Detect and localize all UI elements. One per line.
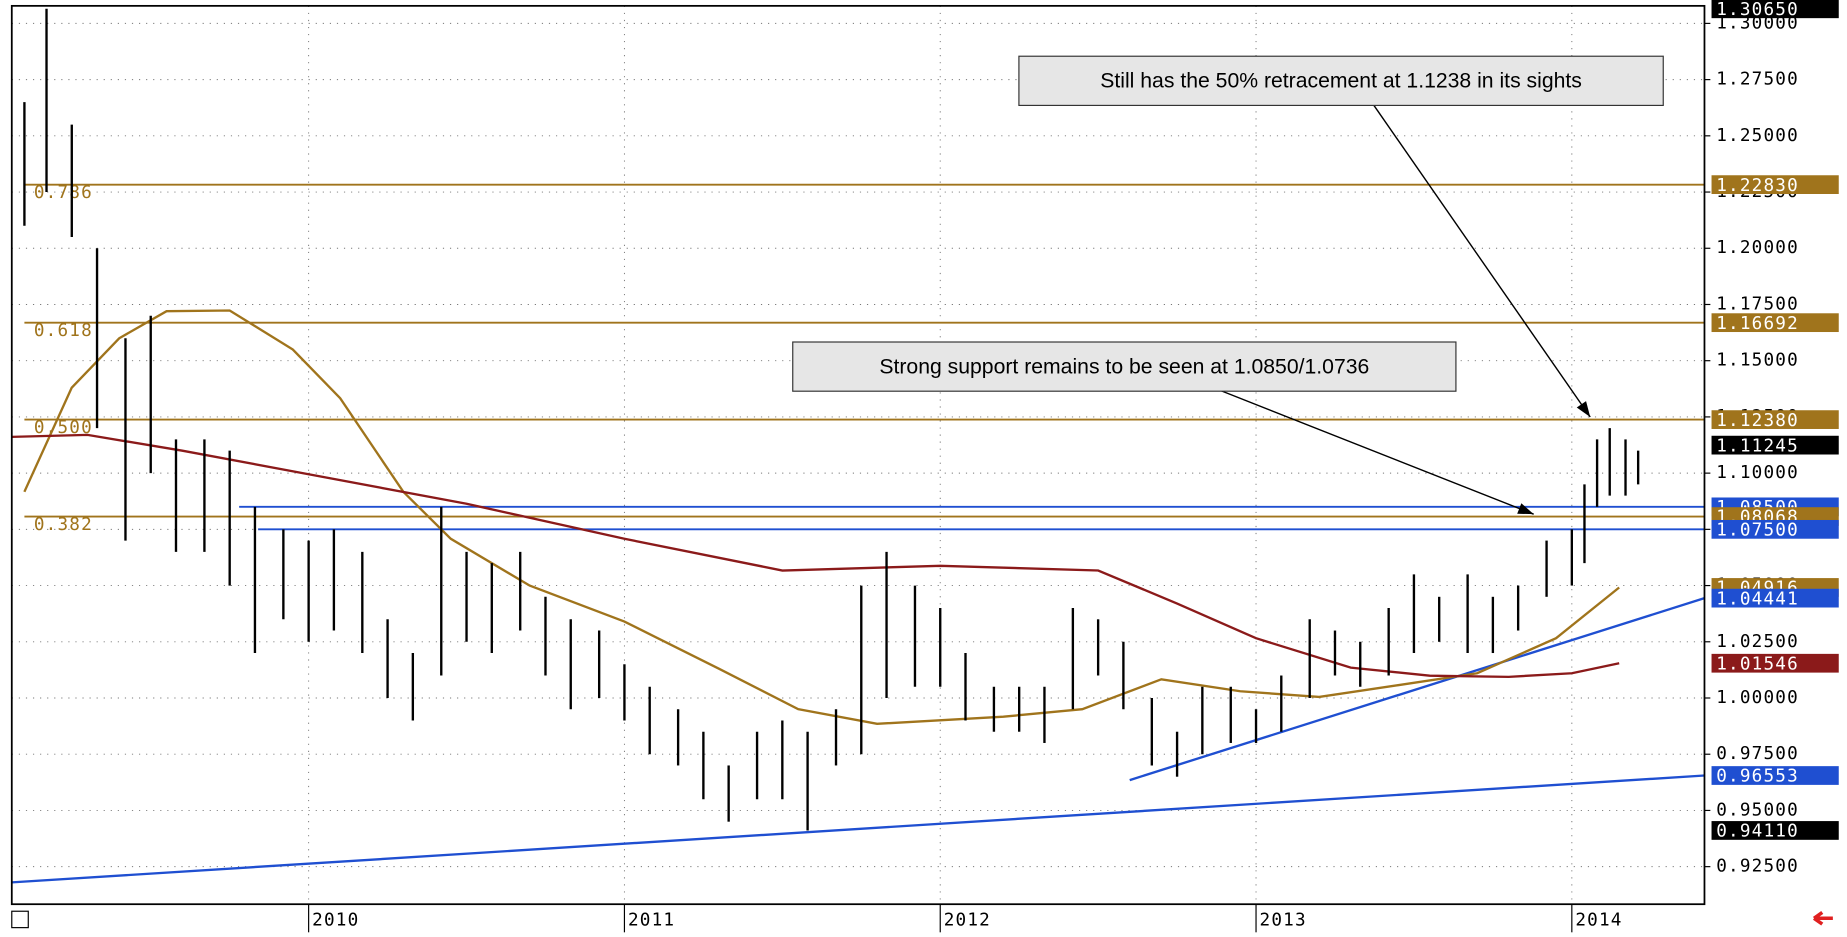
price-label-box <box>1711 821 1839 840</box>
corner-box <box>11 910 29 929</box>
x-tick-label: 2010 <box>312 911 359 931</box>
annotation-arrow <box>1218 389 1534 515</box>
plot-area: 0.786 0.618 0.500 0.382 <box>11 5 1705 905</box>
price-label: 0.96553 <box>1716 767 1799 787</box>
moving-average <box>11 433 1620 679</box>
y-tick-label: 1.27500 <box>1716 70 1799 90</box>
price-label: 1.11245 <box>1716 436 1799 456</box>
price-label-box <box>1711 0 1839 19</box>
plot-frame <box>10 4 1706 906</box>
trendline <box>11 774 1705 884</box>
trendline <box>1129 597 1705 782</box>
price-label-box <box>1711 175 1839 194</box>
price-label-box <box>1711 766 1839 785</box>
y-tick-label: 1.20000 <box>1716 238 1799 258</box>
moving-average <box>23 309 1620 726</box>
x-tick-label: 2012 <box>944 911 991 931</box>
y-tick-label: 0.95000 <box>1716 800 1799 820</box>
price-label-box <box>1711 653 1839 673</box>
annotation-text: Still has the 50% retracement at 1.1238 … <box>1100 70 1582 93</box>
arrow-head <box>1576 401 1591 417</box>
annotation-arrow <box>1371 102 1591 418</box>
y-tick-label: 1.17500 <box>1716 295 1799 315</box>
y-tick-label: 1.00000 <box>1716 688 1799 708</box>
y-tick-label: 1.10000 <box>1716 463 1799 483</box>
annotation-box <box>1018 55 1664 106</box>
fib-label: 0.500 <box>34 418 93 438</box>
price-label: 1.01546 <box>1716 654 1799 674</box>
price-label: 1.30650 <box>1716 0 1799 20</box>
price-label-box <box>1711 588 1839 608</box>
x-tick-label: 2014 <box>1575 911 1622 931</box>
y-tick-label: 1.30000 <box>1716 13 1799 33</box>
y-tick-label: 1.25000 <box>1716 126 1799 146</box>
price-label: 1.16692 <box>1716 314 1799 334</box>
price-label: 1.22830 <box>1716 176 1799 196</box>
price-label: 0.94110 <box>1716 822 1799 842</box>
y-tick-label: 0.92500 <box>1716 857 1799 877</box>
price-label: 1.04441 <box>1716 589 1799 609</box>
scroll-arrow[interactable] <box>1812 910 1833 926</box>
price-label: 1.07500 <box>1716 521 1799 541</box>
x-tick-label: 2013 <box>1260 911 1307 931</box>
price-label-box <box>1711 410 1839 429</box>
fib-label: 0.618 <box>34 321 93 341</box>
arrow-head <box>1517 503 1534 515</box>
x-tick-label: 2011 <box>628 911 675 931</box>
price-label-box <box>1711 313 1839 333</box>
y-tick-label: 1.02500 <box>1716 632 1799 652</box>
y-tick-label: 1.15000 <box>1716 351 1799 371</box>
price-label-box <box>1711 519 1839 539</box>
fib-label: 0.382 <box>34 515 93 535</box>
annotation-box <box>792 341 1457 392</box>
price-label-box <box>1711 435 1839 455</box>
annotation-text: Strong support remains to be seen at 1.0… <box>879 355 1369 378</box>
fib-label: 0.786 <box>34 183 93 203</box>
price-label: 1.12380 <box>1716 411 1799 431</box>
y-tick-label: 0.97500 <box>1716 744 1799 764</box>
